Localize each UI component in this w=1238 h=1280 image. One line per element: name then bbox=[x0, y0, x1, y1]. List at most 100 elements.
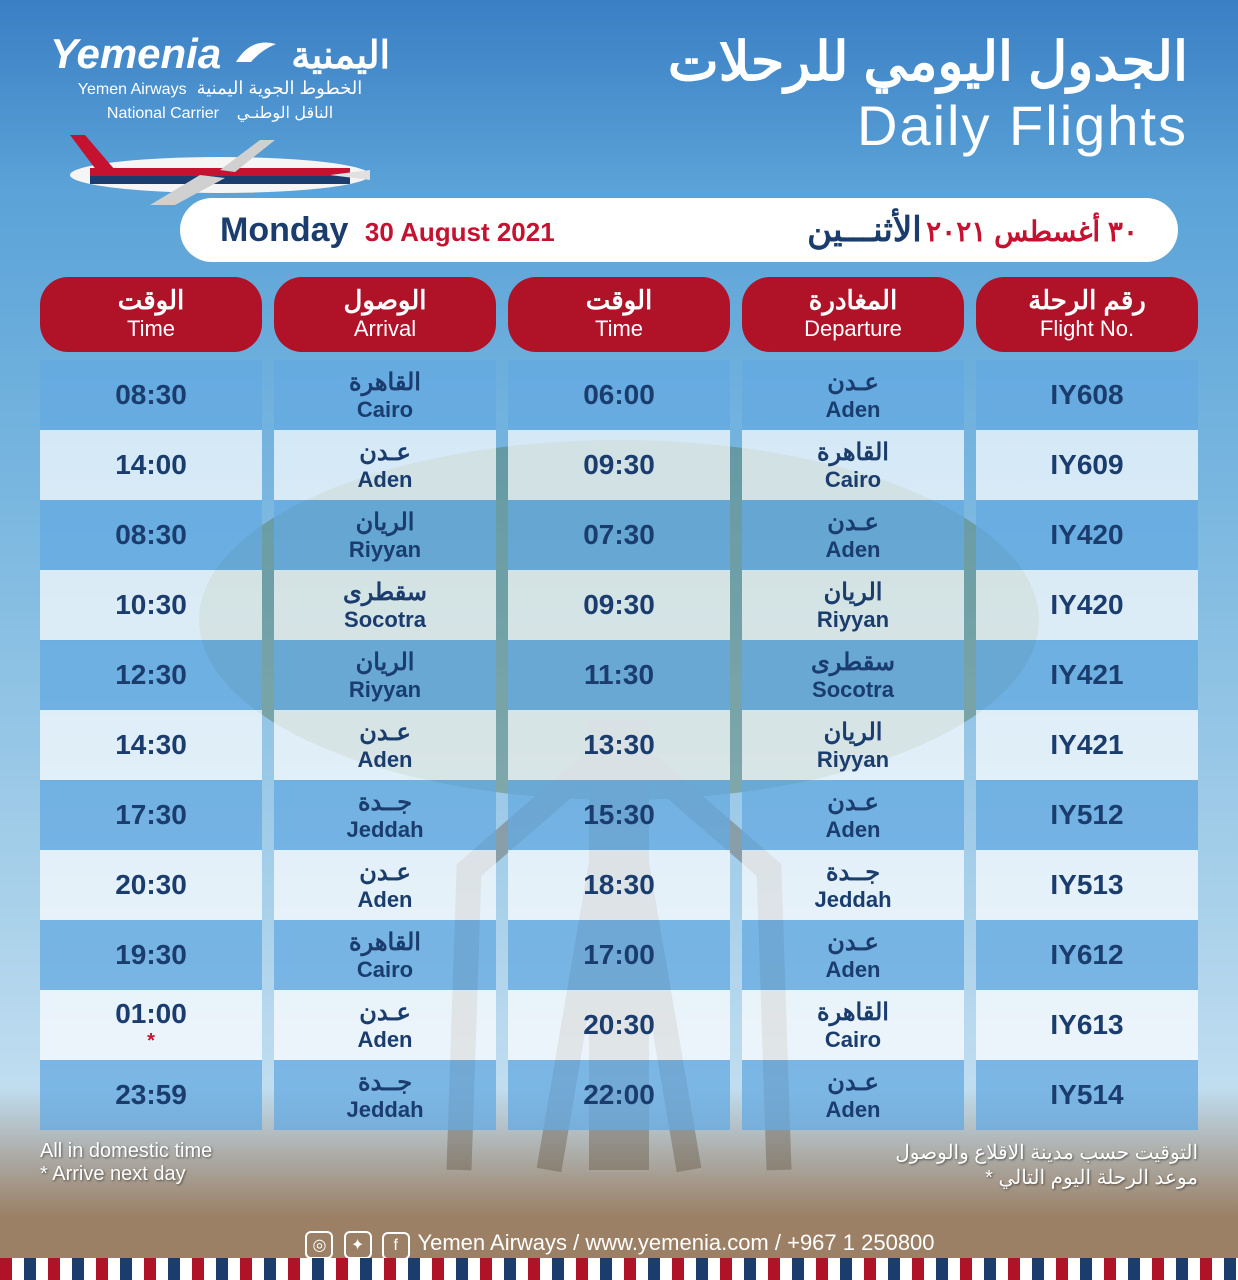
carrier-en: National Carrier bbox=[107, 105, 219, 122]
arrival-city: عـدنAden bbox=[274, 990, 496, 1060]
departure-time: 07:30 bbox=[508, 500, 730, 570]
bird-logo-icon bbox=[231, 32, 281, 68]
arrival-city: سقطرىSocotra bbox=[274, 570, 496, 640]
arrival-time: 14:30 bbox=[40, 710, 262, 780]
brand-block: Yemenia اليمنية Yemen Airways الخطوط الج… bbox=[50, 30, 390, 123]
column-header: الوقتTime bbox=[508, 277, 730, 352]
column-header: الوصولArrival bbox=[274, 277, 496, 352]
arrival-city: جــدةJeddah bbox=[274, 1060, 496, 1130]
column-header: الوقتTime bbox=[40, 277, 262, 352]
arrival-city: عـدنAden bbox=[274, 850, 496, 920]
carrier-ar: الناقل الوطنـي bbox=[237, 105, 333, 122]
column-header-en: Departure bbox=[742, 316, 964, 342]
brand-name-en: Yemenia bbox=[50, 30, 221, 78]
note-domestic-time-ar: التوقيت حسب مدينة الاقلاع والوصول bbox=[895, 1140, 1198, 1165]
column-header-en: Time bbox=[508, 316, 730, 342]
note-next-day-en: * Arrive next day bbox=[40, 1163, 212, 1186]
flight-number: IY421 bbox=[976, 640, 1198, 710]
departure-city: القاهرةCairo bbox=[742, 430, 964, 500]
facebook-icon[interactable]: f bbox=[382, 1232, 410, 1260]
departure-time: 11:30 bbox=[508, 640, 730, 710]
footer-text: Yemen Airways / www.yemenia.com / +967 1… bbox=[417, 1230, 934, 1255]
departure-time: 06:00 bbox=[508, 360, 730, 430]
arrival-city: القاهرةCairo bbox=[274, 360, 496, 430]
arrival-time: 20:30 bbox=[40, 850, 262, 920]
arrival-time: 23:59 bbox=[40, 1060, 262, 1130]
departure-city: عـدنAden bbox=[742, 780, 964, 850]
arrival-city: الريانRiyyan bbox=[274, 500, 496, 570]
column-header-ar: الوصول bbox=[274, 285, 496, 316]
flights-table: الوقتTimeالوصولArrivalالوقتTimeالمغادرةD… bbox=[40, 277, 1198, 1130]
day-ar: الأثنـــين bbox=[807, 211, 922, 249]
departure-time: 20:30 bbox=[508, 990, 730, 1060]
column-header-ar: المغادرة bbox=[742, 285, 964, 316]
arrival-time: 10:30 bbox=[40, 570, 262, 640]
brand-name-ar: اليمنية bbox=[291, 33, 390, 78]
flight-number: IY609 bbox=[976, 430, 1198, 500]
column-header: رقم الرحلةFlight No. bbox=[976, 277, 1198, 352]
instagram-icon[interactable]: ◎ bbox=[305, 1231, 333, 1259]
airline-en: Yemen Airways bbox=[78, 81, 187, 99]
departure-city: عـدنAden bbox=[742, 920, 964, 990]
column-header-ar: رقم الرحلة bbox=[976, 285, 1198, 316]
departure-time: 18:30 bbox=[508, 850, 730, 920]
departure-city: الريانRiyyan bbox=[742, 570, 964, 640]
arrival-time: 19:30 bbox=[40, 920, 262, 990]
column-header: المغادرةDeparture bbox=[742, 277, 964, 352]
column-header-en: Flight No. bbox=[976, 316, 1198, 342]
column-header-en: Time bbox=[40, 316, 262, 342]
arrival-time: 01:00* bbox=[40, 990, 262, 1060]
flight-number: IY420 bbox=[976, 500, 1198, 570]
arrival-city: عـدنAden bbox=[274, 710, 496, 780]
departure-time: 09:30 bbox=[508, 430, 730, 500]
note-next-day-ar: * موعد الرحلة اليوم التالي bbox=[895, 1165, 1198, 1190]
flight-number: IY612 bbox=[976, 920, 1198, 990]
table-header-row: الوقتTimeالوصولArrivalالوقتTimeالمغادرةD… bbox=[40, 277, 1198, 352]
flight-number: IY420 bbox=[976, 570, 1198, 640]
departure-time: 15:30 bbox=[508, 780, 730, 850]
arrival-time: 12:30 bbox=[40, 640, 262, 710]
flight-number: IY608 bbox=[976, 360, 1198, 430]
column-header-ar: الوقت bbox=[508, 285, 730, 316]
departure-city: عـدنAden bbox=[742, 500, 964, 570]
column-header-ar: الوقت bbox=[40, 285, 262, 316]
flight-number: IY613 bbox=[976, 990, 1198, 1060]
departure-city: القاهرةCairo bbox=[742, 990, 964, 1060]
departure-time: 13:30 bbox=[508, 710, 730, 780]
departure-city: جــدةJeddah bbox=[742, 850, 964, 920]
departure-time: 09:30 bbox=[508, 570, 730, 640]
arrival-time: 17:30 bbox=[40, 780, 262, 850]
arrival-city: القاهرةCairo bbox=[274, 920, 496, 990]
note-domestic-time: All in domestic time bbox=[40, 1140, 212, 1163]
date-bar: Monday 30 August 2021 ٣٠ أغسطس ٢٠٢١ الأث… bbox=[180, 198, 1178, 262]
flight-number: IY513 bbox=[976, 850, 1198, 920]
footnotes: All in domestic time * Arrive next day ا… bbox=[40, 1140, 1198, 1190]
header: Yemenia اليمنية Yemen Airways الخطوط الج… bbox=[0, 0, 1238, 178]
column-header-en: Arrival bbox=[274, 316, 496, 342]
departure-city: سقطرىSocotra bbox=[742, 640, 964, 710]
airline-ar: الخطوط الجوية اليمنية bbox=[197, 78, 363, 99]
arrival-time: 08:30 bbox=[40, 360, 262, 430]
departure-time: 22:00 bbox=[508, 1060, 730, 1130]
arrival-time: 08:30 bbox=[40, 500, 262, 570]
departure-city: عـدنAden bbox=[742, 1060, 964, 1130]
arrival-city: عـدنAden bbox=[274, 430, 496, 500]
title-block: الجدول اليومي للرحلات Daily Flights bbox=[668, 30, 1188, 158]
title-en: Daily Flights bbox=[668, 93, 1188, 158]
footer: ◎ ✦ f Yemen Airways / www.yemenia.com / … bbox=[0, 1230, 1238, 1260]
departure-time: 17:00 bbox=[508, 920, 730, 990]
flight-number: IY512 bbox=[976, 780, 1198, 850]
arrival-time: 14:00 bbox=[40, 430, 262, 500]
title-ar: الجدول اليومي للرحلات bbox=[668, 30, 1188, 93]
flight-number: IY514 bbox=[976, 1060, 1198, 1130]
flight-number: IY421 bbox=[976, 710, 1198, 780]
day-en: Monday bbox=[220, 211, 348, 249]
twitter-icon[interactable]: ✦ bbox=[344, 1231, 372, 1259]
date-ar: ٣٠ أغسطس ٢٠٢١ bbox=[926, 216, 1138, 247]
decorative-border bbox=[0, 1258, 1238, 1280]
date-en: 30 August 2021 bbox=[365, 217, 555, 247]
arrival-city: جــدةJeddah bbox=[274, 780, 496, 850]
arrival-city: الريانRiyyan bbox=[274, 640, 496, 710]
departure-city: عـدنAden bbox=[742, 360, 964, 430]
departure-city: الريانRiyyan bbox=[742, 710, 964, 780]
